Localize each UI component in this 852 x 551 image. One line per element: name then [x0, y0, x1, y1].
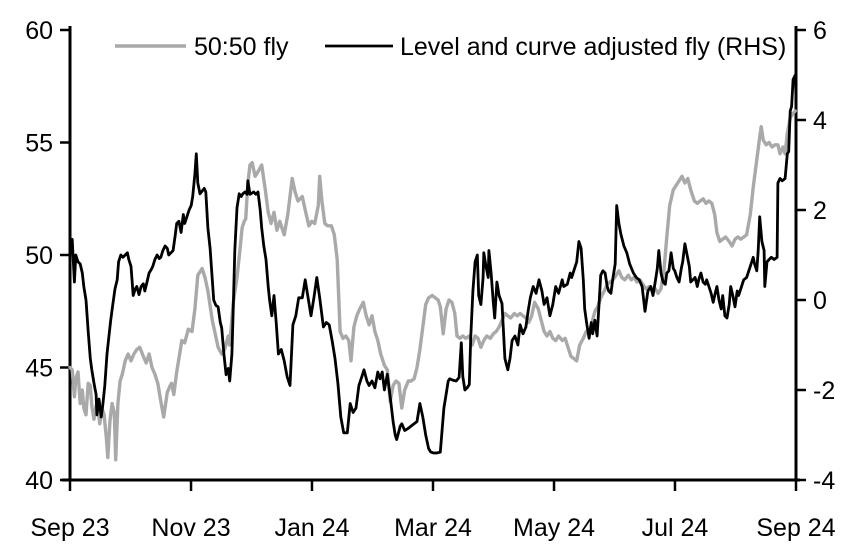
right-axis-tick-label: -2 [813, 377, 835, 405]
left-axis-tick-label: 50 [25, 242, 53, 270]
left-axis-tick-label: 60 [25, 17, 53, 45]
legend: 50:50 fly Level and curve adjusted fly (… [115, 33, 786, 61]
series-line-level-curve-fly [68, 73, 798, 455]
series-line-5050-fly [68, 109, 797, 462]
legend-label-5050-fly: 50:50 fly [194, 33, 289, 61]
series-lines [68, 73, 798, 462]
axis-tick-labels: 40 45 50 55 60 -4 -2 0 2 4 6 Sep 23 Nov 23 Jan 24 Mar … [25, 17, 836, 542]
right-axis-tick-label: 2 [813, 197, 827, 225]
right-axis-tick-label: 6 [813, 17, 827, 45]
axes [60, 26, 806, 491]
legend-label-level-curve-fly: Level and curve adjusted fly (RHS) [400, 33, 786, 61]
right-axis-tick-label: 4 [813, 107, 827, 135]
right-axis-tick-label: 0 [813, 287, 827, 315]
right-axis-tick-label: -4 [813, 467, 835, 495]
x-axis-tick-label: Sep 23 [30, 514, 109, 542]
left-axis-tick-label: 40 [25, 467, 53, 495]
x-axis-tick-label: Jul 24 [642, 514, 709, 542]
left-axis-tick-label: 55 [25, 130, 53, 158]
x-axis-tick-label: Jan 24 [274, 514, 349, 542]
x-axis-tick-label: Nov 23 [151, 514, 230, 542]
x-axis-tick-label: Mar 24 [394, 514, 472, 542]
x-axis-tick-label: May 24 [513, 514, 595, 542]
x-axis-tick-label: Sep 24 [756, 514, 835, 542]
left-axis-tick-label: 45 [25, 355, 53, 383]
